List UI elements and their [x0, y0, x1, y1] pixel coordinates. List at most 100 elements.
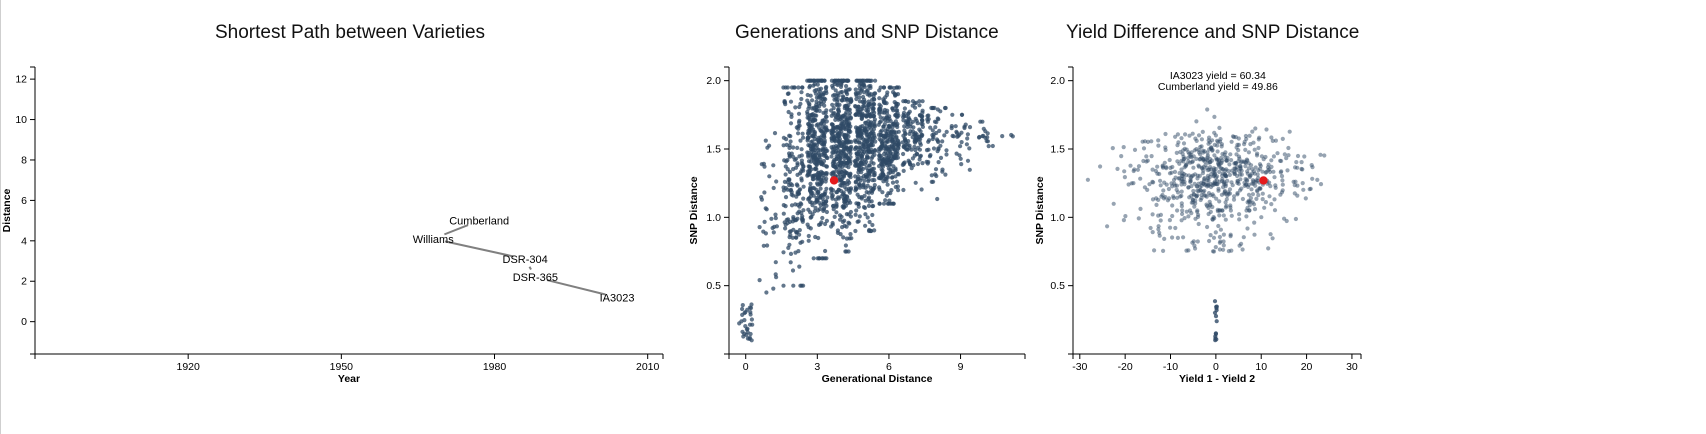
data-point [859, 153, 864, 158]
data-point [1216, 139, 1221, 144]
data-point [784, 142, 789, 147]
data-point [819, 78, 824, 83]
data-point [1253, 126, 1258, 131]
data-point [811, 129, 816, 134]
chart3-x-tick-label: 0 [1213, 361, 1219, 373]
data-point [841, 190, 846, 195]
data-point [1181, 235, 1186, 240]
data-point [879, 167, 884, 172]
data-point [1191, 188, 1196, 194]
data-point [1284, 156, 1289, 161]
data-point [1266, 246, 1271, 251]
data-point [771, 185, 776, 191]
data-point [820, 215, 825, 221]
data-point [1170, 203, 1175, 208]
data-point [1161, 196, 1167, 201]
data-point [1161, 248, 1166, 253]
data-point [926, 139, 931, 144]
data-point [1122, 175, 1127, 180]
data-point [846, 165, 851, 170]
data-point [884, 178, 889, 184]
data-point [838, 153, 843, 158]
data-point [912, 139, 917, 144]
data-point [892, 148, 898, 153]
data-point [856, 201, 861, 206]
data-point [812, 173, 818, 178]
data-point [1158, 212, 1163, 217]
data-point [801, 196, 806, 201]
data-point [805, 173, 810, 178]
data-point [869, 199, 874, 204]
data-point [1144, 159, 1149, 164]
data-point [1179, 182, 1184, 187]
data-point [1266, 168, 1271, 173]
data-point [884, 132, 889, 137]
data-point [890, 170, 896, 175]
data-point [1248, 196, 1253, 201]
data-point [796, 131, 801, 136]
data-point [889, 175, 895, 180]
yield-annotation: IA3023 yield = 60.34 [1170, 70, 1266, 82]
data-point [877, 185, 882, 190]
data-point [853, 188, 858, 193]
data-point [936, 160, 941, 165]
data-point [1285, 168, 1290, 173]
data-point [1218, 227, 1223, 232]
data-point [829, 154, 834, 159]
data-point [942, 133, 947, 138]
data-point [1271, 154, 1276, 159]
data-point [1309, 163, 1314, 168]
data-point [799, 158, 805, 163]
data-point [1270, 138, 1275, 143]
data-point [950, 133, 955, 138]
data-point [906, 115, 911, 120]
data-point [762, 190, 767, 195]
data-point [1163, 147, 1168, 153]
data-point [1210, 138, 1215, 143]
data-point [860, 149, 865, 154]
data-point [866, 146, 871, 151]
data-point [1157, 230, 1162, 235]
data-point [1237, 243, 1242, 248]
chart2-y-tick-label: 0.5 [706, 280, 721, 292]
data-point [840, 174, 845, 179]
data-point [1227, 162, 1232, 167]
data-point [906, 139, 911, 144]
data-point [1280, 136, 1285, 141]
data-point [805, 136, 810, 141]
data-point [742, 318, 747, 323]
data-point [1221, 232, 1226, 237]
data-point [882, 151, 887, 157]
data-point [877, 120, 882, 125]
data-point [918, 154, 923, 159]
data-point [793, 250, 798, 255]
data-point [830, 102, 835, 107]
data-point [857, 214, 862, 219]
data-point [1217, 240, 1222, 245]
data-point [1216, 186, 1221, 191]
data-point [787, 242, 792, 247]
data-point [878, 129, 883, 134]
data-point [824, 119, 829, 124]
data-point [796, 120, 802, 125]
data-point [795, 183, 800, 188]
highlight-point [829, 176, 839, 185]
chart2-x-tick-label: 0 [743, 361, 749, 373]
chart3-x-tick-label: 20 [1301, 361, 1313, 373]
data-point [789, 203, 795, 208]
data-point [845, 171, 850, 176]
data-point [1236, 181, 1241, 186]
data-point [1243, 133, 1248, 139]
chart2-y-tick-label: 1.0 [706, 212, 721, 224]
data-point [797, 264, 802, 269]
data-point [799, 147, 804, 152]
data-point [1208, 202, 1213, 207]
data-point [856, 147, 861, 152]
data-point [833, 117, 838, 122]
data-point [1172, 169, 1178, 174]
data-point [860, 114, 865, 119]
data-point [1158, 218, 1163, 223]
data-point [834, 210, 839, 215]
data-point [1202, 177, 1207, 182]
data-point [944, 152, 949, 157]
